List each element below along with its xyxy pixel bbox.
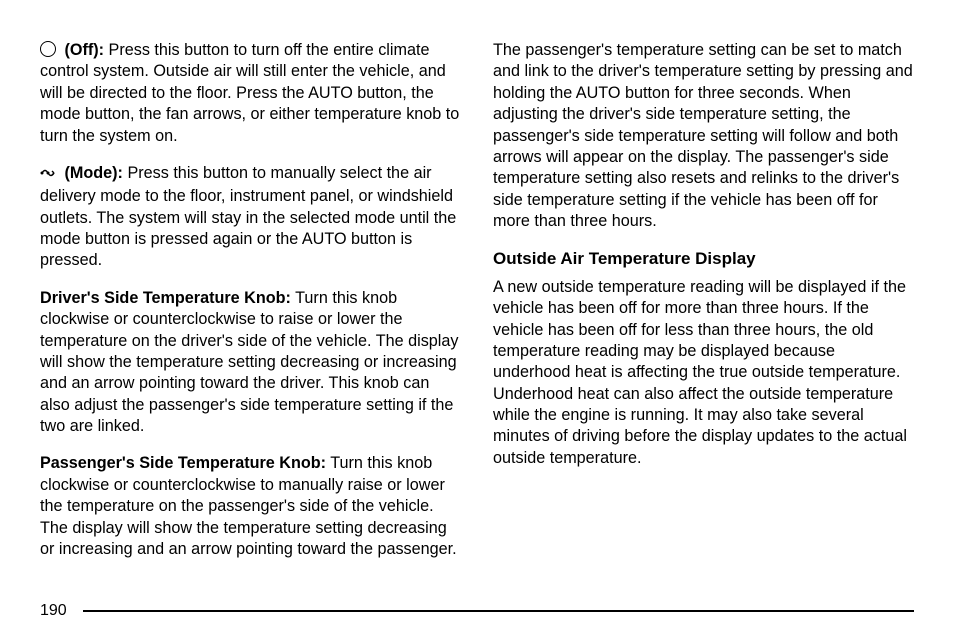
page-number: 190: [40, 602, 67, 620]
driver-label: Driver's Side Temperature Knob:: [40, 289, 291, 307]
subhead-outside-air: Outside Air Temperature Display: [493, 248, 914, 270]
driver-text: Turn this knob clockwise or counterclock…: [40, 289, 459, 435]
footer: 190: [40, 586, 914, 636]
columns: (Off): Press this button to turn off the…: [40, 40, 914, 586]
para-outside-body: A new outside temperature reading will b…: [493, 277, 914, 469]
circle-off-icon: [40, 41, 56, 57]
left-column: (Off): Press this button to turn off the…: [40, 40, 461, 586]
para-off: (Off): Press this button to turn off the…: [40, 40, 461, 147]
para-passenger: Passenger's Side Temperature Knob: Turn …: [40, 453, 461, 560]
footer-rule: [83, 610, 914, 612]
page: (Off): Press this button to turn off the…: [0, 0, 954, 636]
passenger-label: Passenger's Side Temperature Knob:: [40, 454, 326, 472]
mode-icon: [40, 165, 56, 186]
para-intro: The passenger's temperature setting can …: [493, 40, 914, 232]
right-column: The passenger's temperature setting can …: [493, 40, 914, 586]
para-mode: (Mode): Press this button to manually se…: [40, 163, 461, 272]
off-label: (Off):: [65, 41, 105, 59]
mode-label: (Mode):: [65, 164, 123, 182]
para-driver: Driver's Side Temperature Knob: Turn thi…: [40, 288, 461, 438]
